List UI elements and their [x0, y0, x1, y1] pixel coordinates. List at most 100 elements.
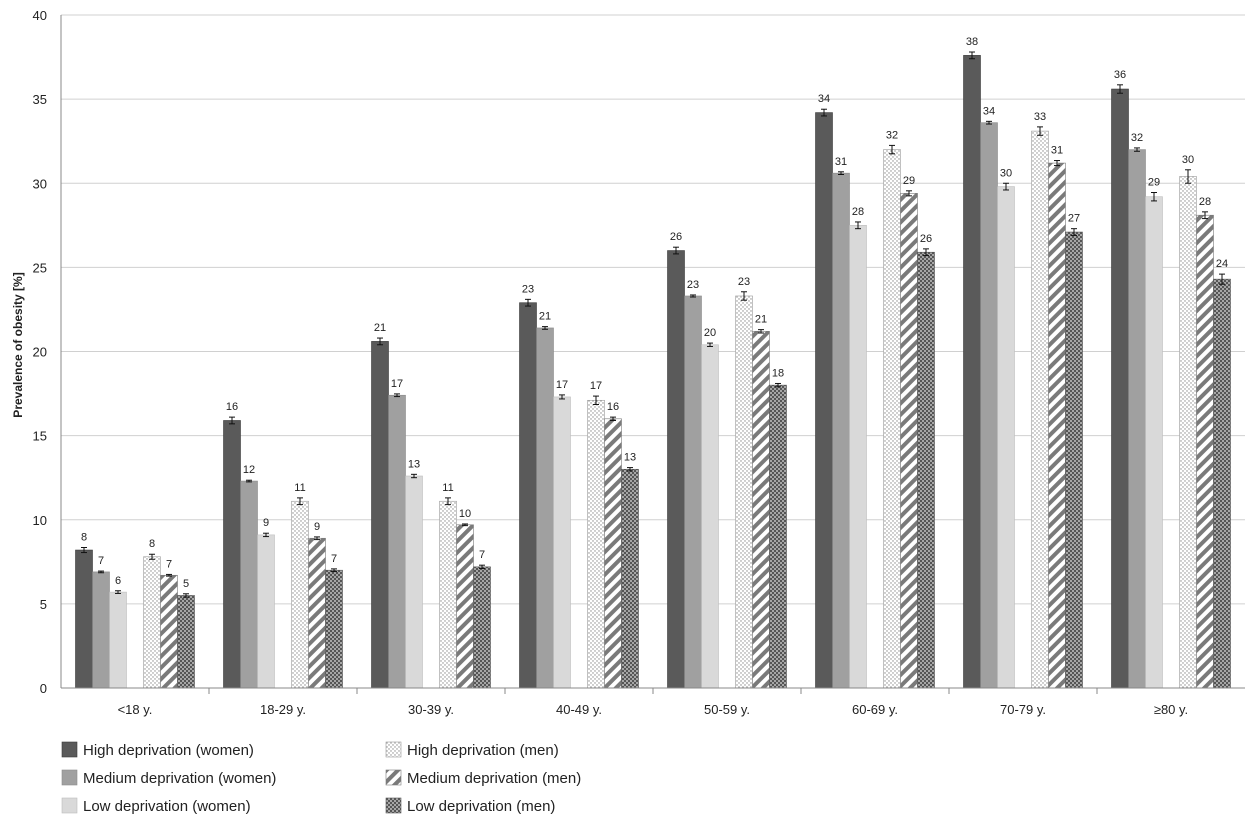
y-tick-label: 15: [33, 429, 47, 444]
data-label: 36: [1114, 69, 1126, 81]
data-label: 34: [983, 105, 995, 117]
data-label: 23: [687, 279, 699, 291]
data-label: 28: [852, 206, 864, 218]
data-label: 33: [1034, 111, 1046, 123]
data-label: 31: [835, 156, 847, 168]
y-tick-label: 40: [33, 8, 47, 23]
bar: [240, 480, 258, 689]
bar: [1111, 88, 1129, 689]
bar: [587, 399, 605, 689]
bar: [405, 475, 423, 689]
data-label: 8: [81, 532, 87, 544]
data-label: 21: [539, 311, 551, 323]
bar: [832, 172, 850, 689]
bar: [308, 537, 326, 689]
bar: [456, 524, 474, 689]
gridlines: [61, 14, 1245, 605]
bar: [291, 500, 309, 689]
data-label: 7: [166, 558, 172, 570]
x-tick-label: 30-39 y.: [408, 702, 454, 717]
bar: [1213, 278, 1231, 689]
data-label: 23: [522, 283, 534, 295]
bar: [473, 566, 491, 689]
data-label: 32: [886, 129, 898, 141]
data-label: 12: [243, 464, 255, 476]
legend-label: Medium deprivation (women): [83, 770, 276, 787]
x-tick-label: 50-59 y.: [704, 702, 750, 717]
data-label: 23: [738, 276, 750, 288]
bar: [371, 341, 389, 689]
bar: [325, 569, 343, 689]
data-label: 27: [1068, 213, 1080, 225]
bar: [917, 251, 935, 689]
y-tick-label: 20: [33, 345, 47, 360]
x-tick-label: ≥80 y.: [1154, 702, 1188, 717]
bar: [1196, 214, 1214, 689]
data-label: 17: [590, 380, 602, 392]
bar: [1128, 149, 1146, 689]
y-axis-title: Prevalence of obesity [%]: [11, 272, 25, 417]
data-label: 8: [149, 538, 155, 550]
data-label: 26: [920, 233, 932, 245]
y-tick-label: 30: [33, 176, 47, 191]
x-tick-label: <18 y.: [118, 702, 153, 717]
bar: [92, 571, 110, 689]
bar: [257, 534, 275, 689]
data-label: 16: [607, 401, 619, 413]
data-label: 13: [408, 458, 420, 470]
bar: [536, 327, 554, 689]
data-label: 7: [98, 555, 104, 567]
data-label: 30: [1000, 167, 1012, 179]
bar: [997, 186, 1015, 689]
data-label: 17: [556, 379, 568, 391]
data-label: 28: [1199, 196, 1211, 208]
bar: [769, 384, 787, 689]
bar: [388, 394, 406, 689]
y-tick-label: 0: [40, 681, 47, 696]
bar: [900, 193, 918, 689]
data-label: 24: [1216, 258, 1228, 270]
data-label: 11: [294, 482, 305, 494]
y-tick-label: 5: [40, 597, 47, 612]
bar: [439, 500, 457, 689]
data-label: 5: [183, 578, 189, 590]
data-label: 17: [391, 378, 403, 390]
bar: [160, 574, 178, 689]
bar: [1031, 130, 1049, 689]
data-label: 30: [1182, 154, 1194, 166]
y-tick-label: 35: [33, 92, 47, 107]
data-label: 11: [442, 482, 453, 494]
bar: [1048, 162, 1066, 689]
data-label: 16: [226, 401, 238, 413]
x-tick-label: 60-69 y.: [852, 702, 898, 717]
bar: [667, 250, 685, 689]
bar: [553, 396, 571, 689]
data-label: 9: [314, 521, 320, 533]
x-tick-label: 40-49 y.: [556, 702, 602, 717]
bar: [980, 122, 998, 689]
bar: [604, 418, 622, 689]
x-tick-label: 70-79 y.: [1000, 702, 1046, 717]
bar: [1179, 176, 1197, 689]
data-label: 18: [772, 367, 784, 379]
bar: [75, 549, 93, 689]
legend-swatch: [61, 741, 78, 758]
data-label: 32: [1131, 132, 1143, 144]
bar: [684, 295, 702, 689]
legend-label: Low deprivation (men): [407, 798, 555, 815]
legend-label: Medium deprivation (men): [407, 770, 581, 787]
legend-swatch: [385, 797, 402, 814]
legend-label: High deprivation (women): [83, 742, 254, 759]
bar: [701, 344, 719, 689]
legend-swatch: [385, 741, 402, 758]
data-label: 7: [331, 553, 337, 565]
bar: [109, 591, 127, 689]
data-label: 21: [374, 322, 386, 334]
data-label: 20: [704, 327, 716, 339]
data-label: 34: [818, 93, 830, 105]
bar: [752, 331, 770, 689]
bar: [1145, 196, 1163, 689]
